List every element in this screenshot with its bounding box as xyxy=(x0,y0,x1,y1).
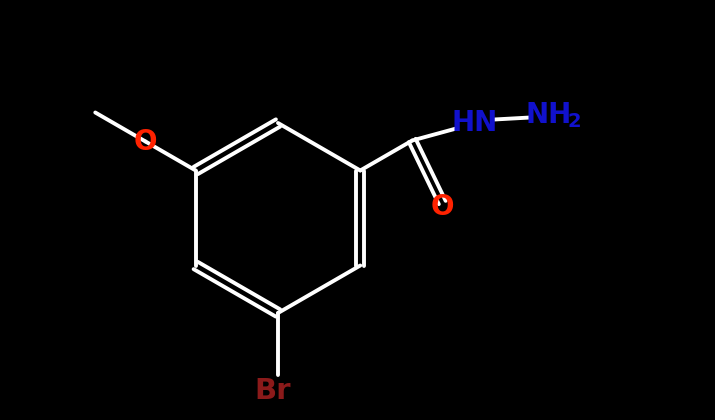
Text: HN: HN xyxy=(451,108,498,136)
Text: 2: 2 xyxy=(568,112,581,131)
Text: O: O xyxy=(430,192,454,220)
Text: Br: Br xyxy=(255,377,291,405)
Text: O: O xyxy=(134,128,157,155)
Text: NH: NH xyxy=(525,100,571,129)
